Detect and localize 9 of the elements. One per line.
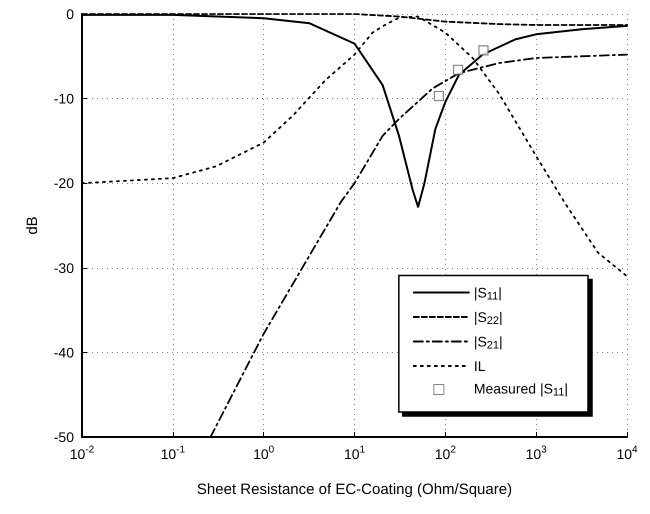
legend-label: IL	[474, 358, 486, 374]
y-tick-label: -50	[54, 429, 74, 445]
y-tick-label: -10	[54, 90, 74, 107]
y-tick-label: 0	[66, 6, 74, 22]
y-tick-label: -30	[54, 260, 74, 276]
x-axis-title: Sheet Resistance of EC-Coating (Ohm/Square)	[196, 481, 512, 498]
y-tick-label: -20	[54, 175, 74, 192]
y-axis-title: dB	[24, 216, 41, 235]
y-tick-label: -40	[54, 344, 74, 360]
